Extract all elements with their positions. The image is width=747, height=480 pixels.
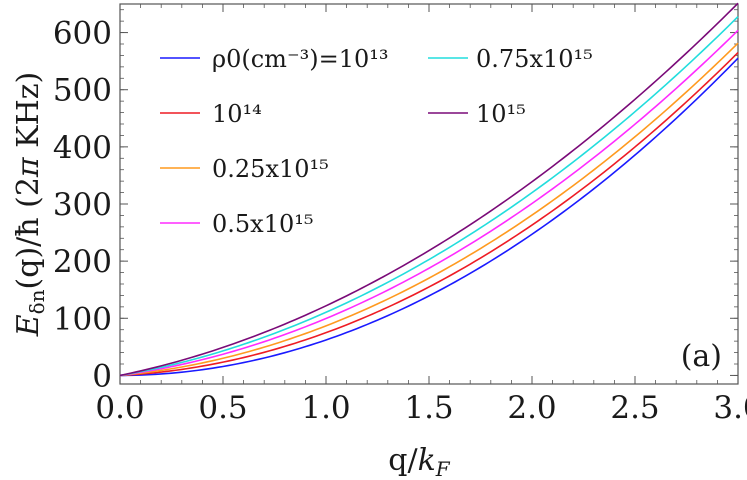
x-axis-label: q/kF bbox=[388, 443, 451, 480]
y-tick-label: 400 bbox=[53, 130, 112, 166]
y-axis-label: Eδn(q)/ħ (2π KHz) bbox=[11, 72, 49, 338]
x-tick-label: 2.0 bbox=[507, 390, 556, 426]
y-tick-label: 200 bbox=[53, 244, 112, 280]
series-line-5 bbox=[119, 2, 739, 377]
panel-annotation: (a) bbox=[681, 339, 722, 374]
y-tick-label: 500 bbox=[53, 73, 112, 109]
tick-labels: 0.0 0.5 1.0 1.5 2.0 2.5 3.0 0 100 200 300 400 500 600 bbox=[53, 16, 747, 426]
x-tick-label: 1.5 bbox=[404, 390, 453, 426]
legend-label-2: 0.25x10¹⁵ bbox=[212, 155, 329, 183]
legend-label-4: 0.75x10¹⁵ bbox=[476, 45, 593, 73]
y-tick-label: 0 bbox=[92, 358, 112, 394]
series-line-4 bbox=[119, 16, 739, 377]
series-line-0 bbox=[119, 57, 739, 377]
x-tick-label: 3.0 bbox=[713, 390, 747, 426]
legend: ρ0(cm⁻³)=10¹³ 10¹⁴ 0.25x10¹⁵ 0.5x10¹⁵ 0.75x1… bbox=[160, 45, 593, 238]
y-tick-label: 100 bbox=[53, 301, 112, 337]
series-line-1 bbox=[119, 52, 739, 377]
axis-ticks bbox=[119, 4, 739, 384]
series-line-2 bbox=[119, 42, 739, 377]
x-tick-label: 1.0 bbox=[301, 390, 350, 426]
legend-label-3: 0.5x10¹⁵ bbox=[212, 210, 313, 238]
legend-label-1: 10¹⁴ bbox=[212, 100, 262, 128]
x-tick-label: 2.5 bbox=[610, 390, 659, 426]
legend-label-5: 10¹⁵ bbox=[476, 100, 526, 128]
series-lines bbox=[119, 2, 739, 377]
legend-label-0: ρ0(cm⁻³)=10¹³ bbox=[212, 45, 388, 73]
y-tick-label: 600 bbox=[53, 16, 112, 52]
series-line-3 bbox=[119, 29, 739, 377]
x-tick-label: 0.5 bbox=[198, 390, 247, 426]
x-tick-label: 0.0 bbox=[95, 390, 144, 426]
y-tick-label: 300 bbox=[53, 187, 112, 223]
